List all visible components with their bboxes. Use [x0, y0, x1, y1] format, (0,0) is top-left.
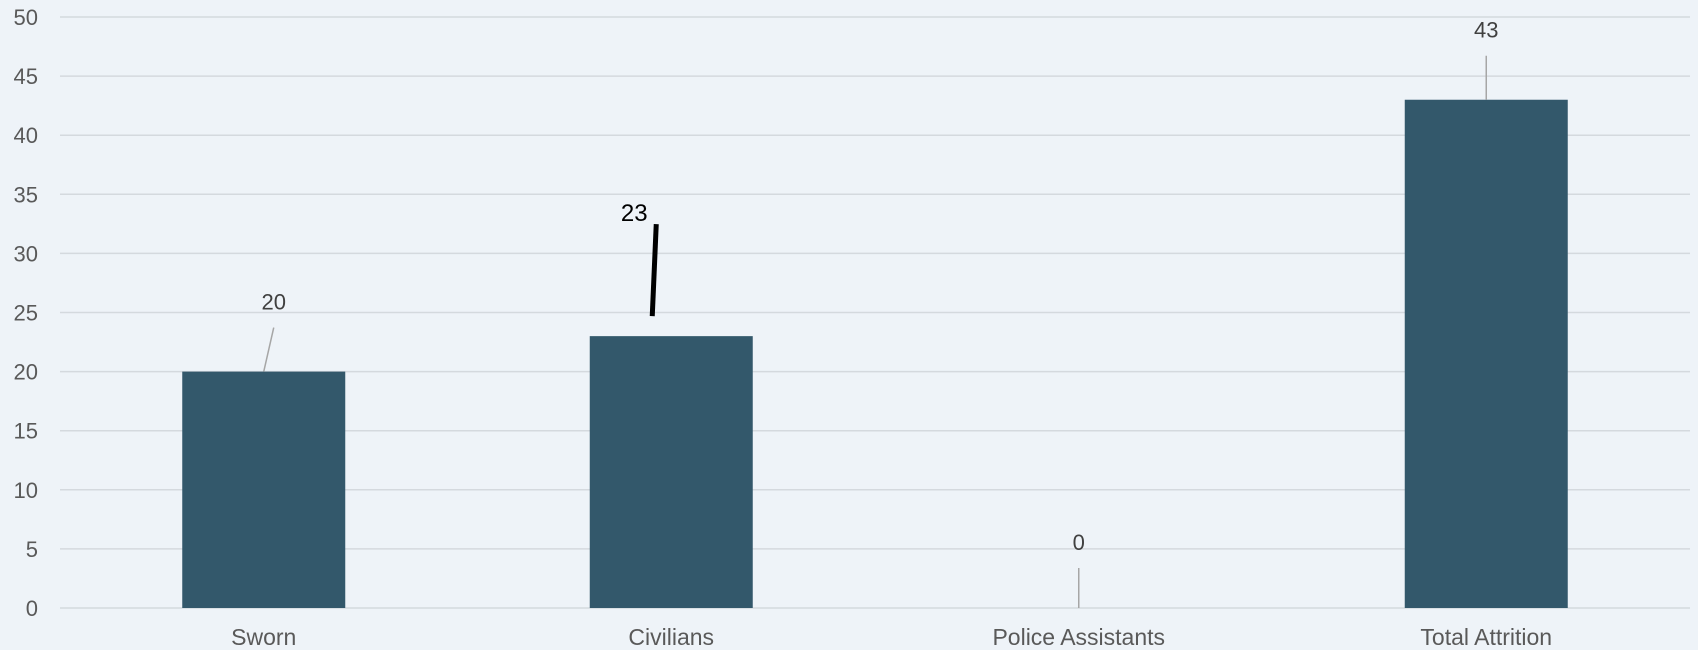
data-label-sworn: 20 — [262, 290, 286, 315]
data-label-civilians: 23 — [621, 200, 648, 227]
y-tick-label-45: 45 — [14, 64, 38, 89]
y-tick-label-50: 50 — [14, 5, 38, 30]
y-tick-label-0: 0 — [26, 596, 38, 621]
y-tick-label-15: 15 — [14, 419, 38, 444]
x-tick-label-police-assistants: Police Assistants — [992, 624, 1165, 650]
y-tick-label-35: 35 — [14, 182, 38, 207]
x-tick-label-sworn: Sworn — [231, 624, 296, 650]
y-tick-label-30: 30 — [14, 241, 38, 266]
y-tick-label-5: 5 — [26, 537, 38, 562]
y-tick-label-40: 40 — [14, 123, 38, 148]
leader-line-sworn — [263, 327, 275, 372]
data-label-police-assistants: 0 — [1073, 530, 1085, 555]
y-tick-label-25: 25 — [14, 301, 38, 326]
data-label-leaders — [263, 55, 1487, 608]
x-tick-label-total-attrition: Total Attrition — [1420, 624, 1552, 650]
y-axis: 0 5 10 15 20 25 30 35 40 45 50 — [14, 5, 38, 621]
bar-civilians — [589, 336, 753, 608]
x-tick-label-civilians: Civilians — [628, 624, 714, 650]
bar-sworn — [182, 371, 346, 608]
data-label-total-attrition: 43 — [1474, 18, 1498, 43]
bar-total-attrition — [1404, 99, 1568, 609]
x-axis: Sworn Civilians Police Assistants Total Att… — [231, 624, 1552, 650]
leader-line-civilians — [649, 224, 659, 317]
data-labels: 20 23 0 43 — [262, 18, 1499, 555]
y-tick-label-20: 20 — [14, 360, 38, 385]
bars — [182, 99, 1568, 609]
y-tick-label-10: 10 — [14, 478, 38, 503]
